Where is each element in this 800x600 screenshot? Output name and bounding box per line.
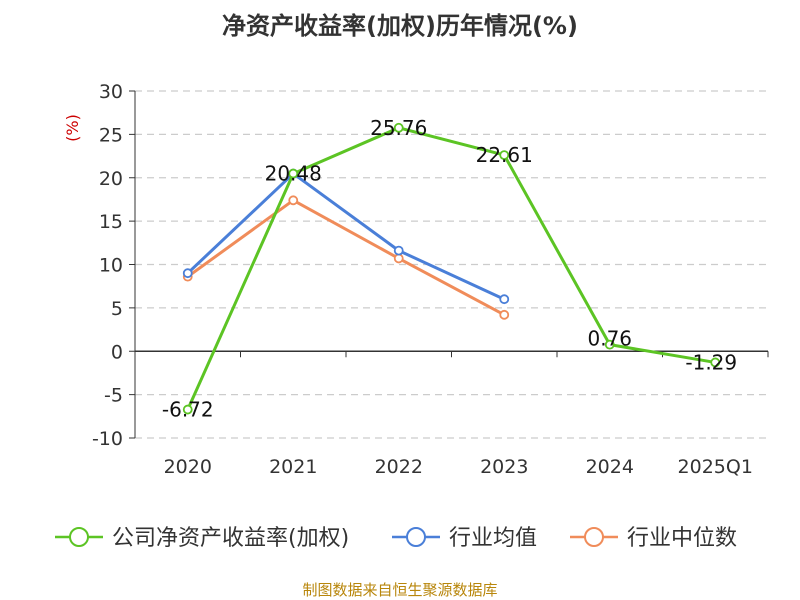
data-label: 0.76 — [587, 327, 632, 351]
y-tick-label: 10 — [99, 255, 123, 277]
legend-marker — [406, 527, 426, 547]
data-label: 25.76 — [370, 116, 427, 140]
y-tick-label: 25 — [99, 124, 123, 146]
data-point — [393, 245, 404, 256]
data-point — [393, 253, 404, 264]
series-layer — [182, 122, 721, 415]
data-point — [499, 150, 510, 161]
series-line — [186, 198, 505, 317]
legend-label: 行业中位数 — [627, 526, 737, 551]
data-point — [288, 168, 299, 179]
x-tick-label: 2021 — [269, 456, 317, 478]
y-tick-label: 20 — [99, 168, 123, 190]
data-point — [499, 309, 510, 320]
label-layer: -6.72 25.76 22.61 0.76 -1.29 20.48 — [162, 116, 737, 422]
data-label: -1.29 — [685, 350, 737, 374]
legend: 公司净资产收益率(加权) 行业均值 行业中位数 — [55, 526, 737, 551]
x-tick-label: 2024 — [586, 456, 634, 478]
legend-label: 行业均值 — [449, 526, 537, 551]
grid-layer — [135, 90, 768, 439]
chart-title: 净资产收益率(加权)历年情况(%) — [222, 12, 578, 40]
y-tick-label: 0 — [111, 341, 123, 363]
data-point — [393, 122, 404, 133]
legend-marker — [69, 527, 89, 547]
axis-layer: 30 25 20 15 10 5 0 -5 -10 2020 2021 2022 2023 2024 202… — [92, 81, 769, 478]
x-tick-label: 2025Q1 — [678, 456, 753, 478]
x-tick-label: 2020 — [164, 456, 212, 478]
legend-marker — [584, 527, 604, 547]
x-tick-label: 2022 — [375, 456, 423, 478]
y-tick-label: 30 — [99, 81, 123, 103]
data-label: 20.48 — [265, 162, 322, 186]
data-label: -6.72 — [162, 398, 214, 422]
data-point — [499, 294, 510, 305]
y-tick-label: 15 — [99, 211, 123, 233]
data-point — [710, 357, 721, 368]
y-tick-label: -10 — [92, 428, 123, 450]
x-tick-label: 2023 — [480, 456, 528, 478]
data-label: 22.61 — [476, 143, 533, 167]
data-point — [604, 339, 615, 350]
y-tick-label: -5 — [104, 385, 123, 407]
data-point — [182, 268, 193, 279]
series-line — [186, 126, 716, 411]
series-line — [186, 172, 505, 301]
y-tick-label: 5 — [111, 298, 123, 320]
data-point — [288, 195, 299, 206]
y-axis-label: (%) — [63, 114, 82, 142]
data-point — [182, 404, 193, 415]
source-note: 制图数据来自恒生聚源数据库 — [302, 581, 497, 599]
legend-label: 公司净资产收益率(加权) — [112, 526, 349, 551]
